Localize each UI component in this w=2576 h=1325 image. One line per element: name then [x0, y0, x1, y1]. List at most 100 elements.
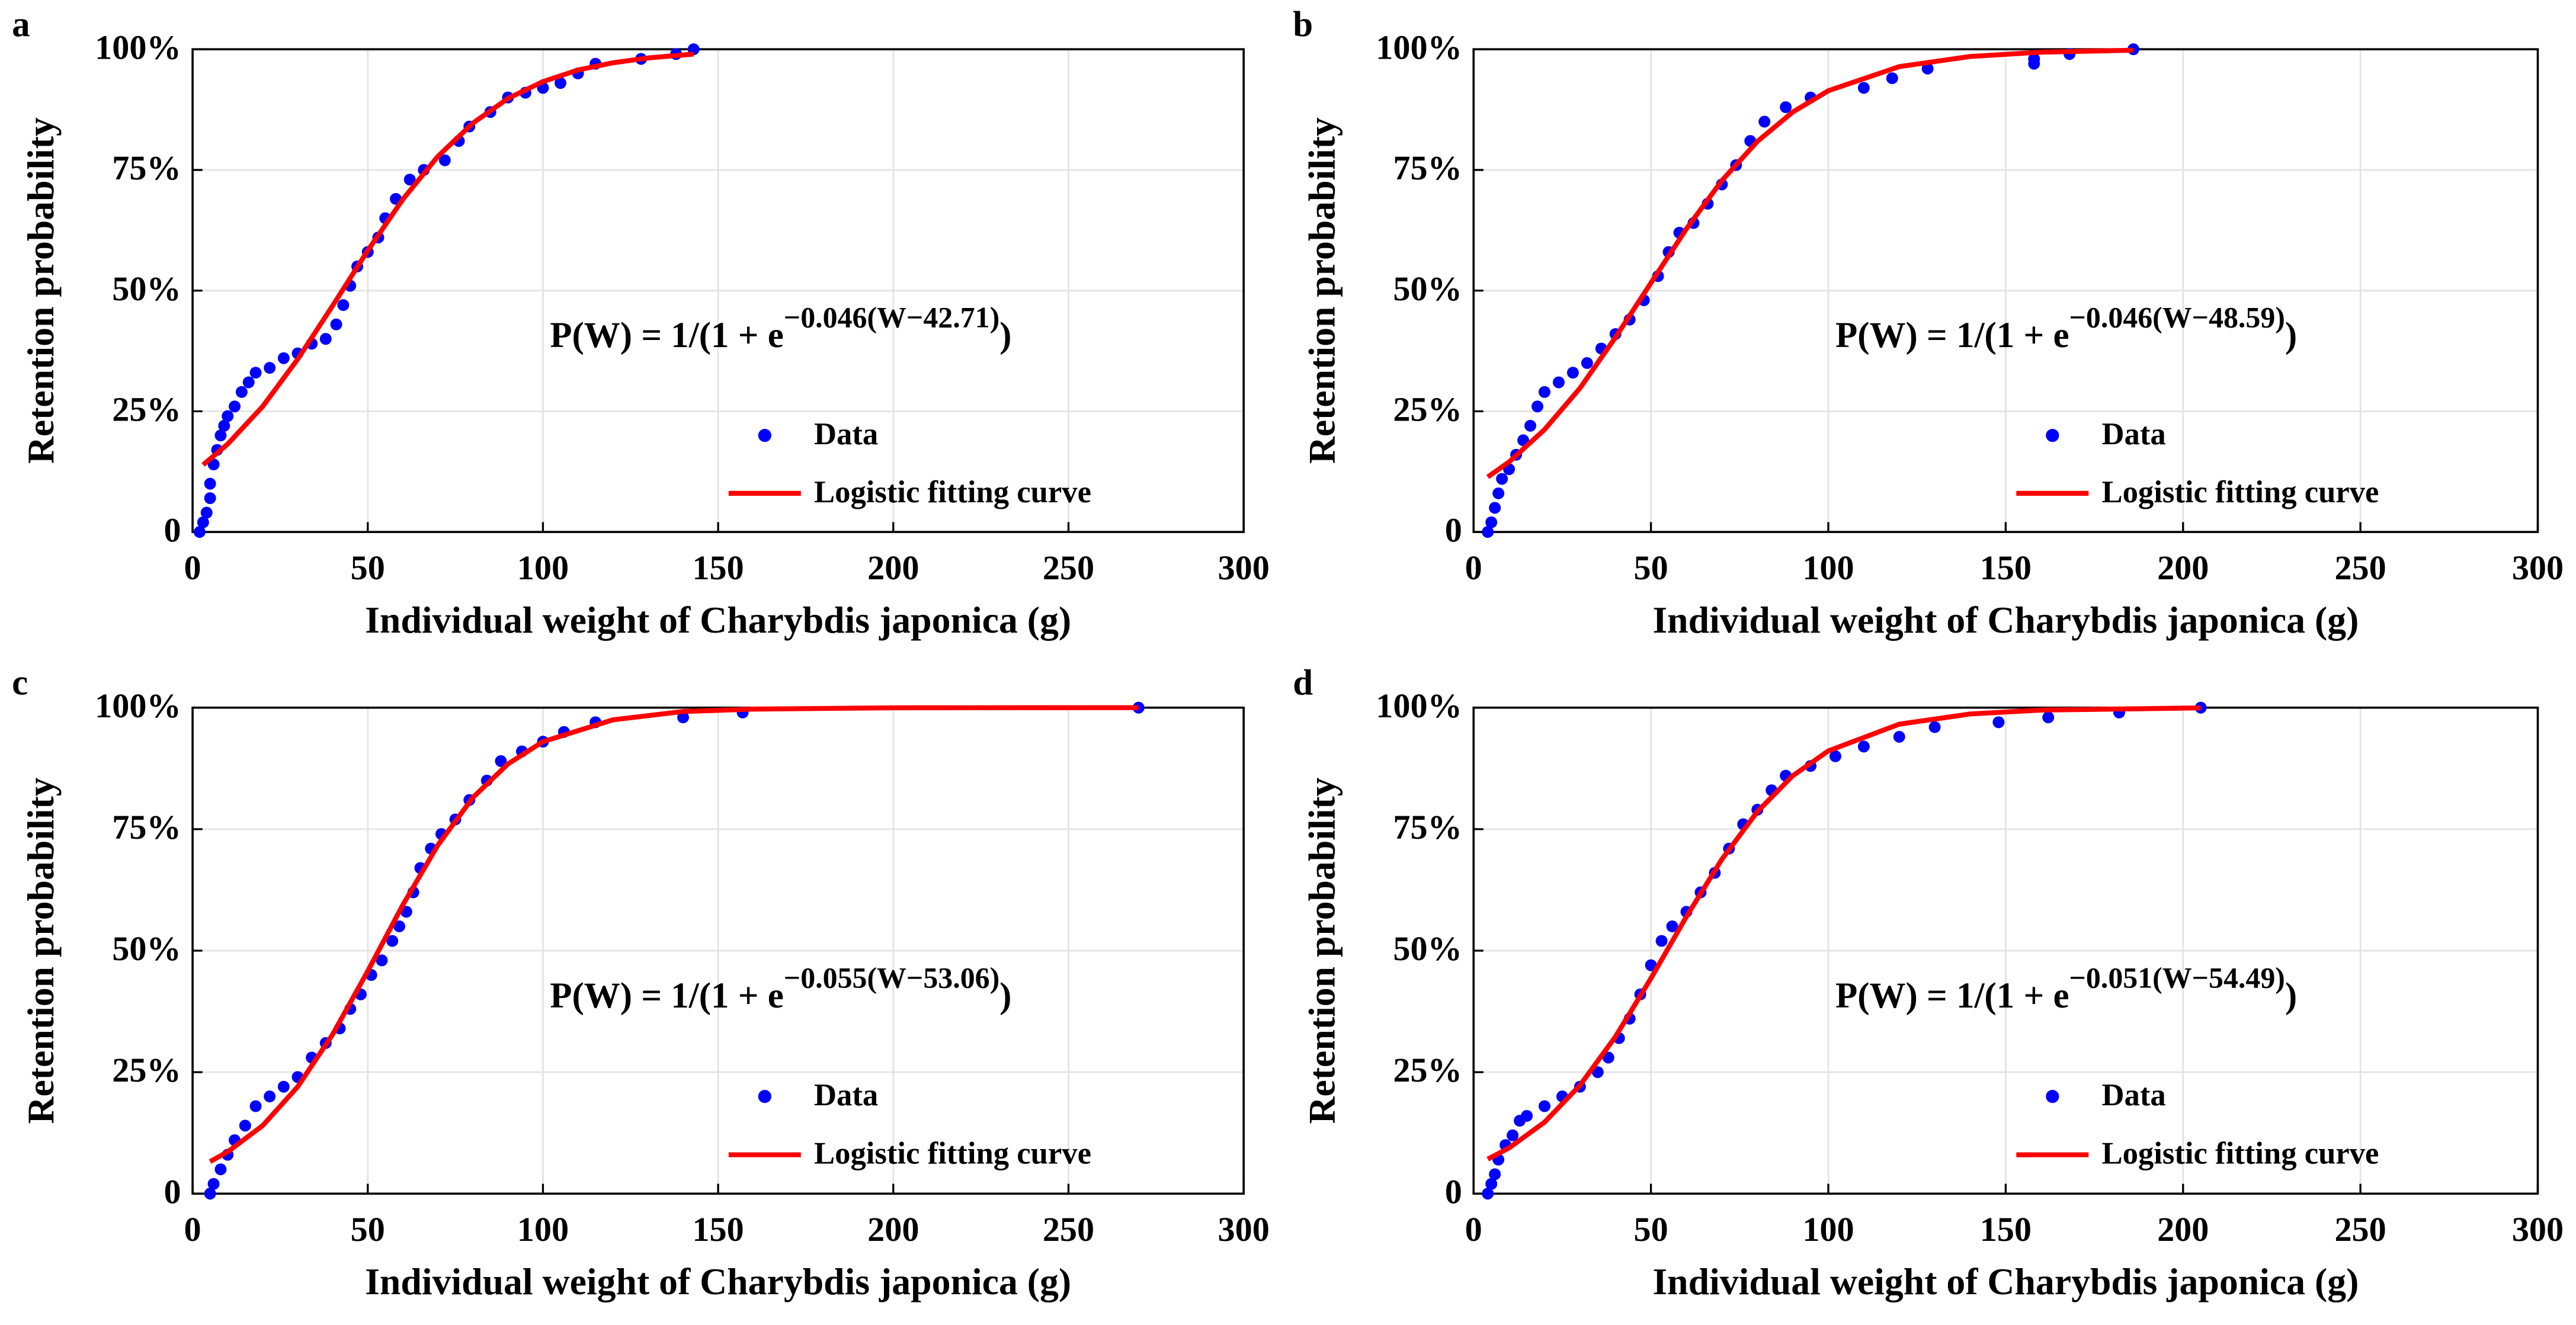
data-point [277, 352, 290, 364]
y-tick-label: 25% [112, 390, 181, 429]
x-tick-label: 50 [1634, 548, 1668, 587]
equation-exponent: −0.055(W−53.06) [784, 962, 999, 994]
data-point [1485, 516, 1498, 528]
data-point [393, 920, 405, 932]
legend-label: Data [2101, 417, 2165, 451]
data-point [1507, 1129, 1519, 1141]
data-point [386, 935, 399, 947]
y-tick-label: 0 [1445, 1172, 1462, 1211]
x-tick-label: 200 [2157, 548, 2209, 587]
x-tick-label: 50 [351, 1210, 385, 1249]
y-tick-label: 50% [1393, 929, 1462, 968]
data-point [1886, 72, 1898, 85]
subplot: 0 25% 50% 75% 100% 0 50 100 150 200 250 300 P(W) = 1… [1293, 663, 2564, 1302]
y-tick-label: 75% [112, 149, 181, 187]
data-point [555, 77, 566, 89]
data-point [204, 477, 216, 490]
data-point [1482, 526, 1494, 538]
y-tick-label: 25% [1393, 390, 1462, 429]
fit-curve [209, 705, 1139, 1164]
data-point [1485, 1178, 1498, 1190]
data-point [438, 154, 451, 166]
x-axis-label: Individual weight of Charybdis japonica … [1652, 599, 2359, 641]
subplot: 0 25% 50% 75% 100% 0 50 100 150 200 250 300 P(W) = 1… [1293, 5, 2564, 641]
x-tick-label: 250 [1043, 1210, 1094, 1249]
data-point [1521, 1109, 1533, 1122]
y-tick-label: 100% [1376, 686, 1462, 725]
equation-text: P(W) = 1/(1 + e [1835, 976, 2069, 1016]
legend-marker [758, 1090, 771, 1103]
x-tick-label: 300 [1217, 1210, 1269, 1249]
data-point [403, 174, 416, 186]
data-point [1496, 473, 1508, 485]
data-point [2042, 711, 2055, 724]
panel-label: c [12, 663, 28, 703]
y-tick-label: 100% [1376, 28, 1462, 66]
y-tick-label: 0 [164, 511, 181, 549]
subplot: 0 25% 50% 75% 100% 0 50 100 150 200 250 300 P(W) = 1… [12, 5, 1270, 641]
legend-marker [2046, 1090, 2059, 1103]
data-point [1928, 721, 1941, 733]
y-tick-label: 100% [95, 686, 181, 725]
data-point [1489, 502, 1501, 514]
data-point [1581, 357, 1593, 369]
data-point [235, 386, 248, 398]
equation-close: ) [2285, 316, 2297, 355]
data-point [1539, 386, 1550, 398]
y-tick-label: 0 [1445, 511, 1462, 549]
equation-exponent: −0.051(W−54.49) [2069, 962, 2285, 994]
data-point [264, 362, 276, 374]
x-tick-label: 50 [1634, 1210, 1668, 1249]
y-axis-label: Retention probability [1300, 117, 1343, 464]
x-axis-label: Individual weight of Charybdis japonica … [365, 1260, 1071, 1302]
y-tick-label: 50% [112, 929, 181, 968]
x-tick-label: 100 [517, 1210, 569, 1249]
data-point [204, 492, 216, 505]
data-point [1857, 82, 1870, 94]
data-point [1758, 116, 1771, 128]
x-tick-label: 150 [1980, 548, 2032, 587]
panel-label: a [12, 5, 30, 44]
x-tick-label: 200 [867, 548, 919, 587]
data-point [1992, 716, 2005, 729]
equation-exponent: −0.046(W−42.71) [784, 301, 999, 334]
panel-label: d [1293, 663, 1313, 703]
equation-close: ) [999, 316, 1011, 355]
x-tick-label: 50 [351, 548, 385, 587]
legend-label: Logistic fitting curve [2101, 475, 2379, 509]
data-point [277, 1080, 290, 1093]
data-point [242, 376, 255, 389]
axes-frame [1472, 48, 2539, 533]
data-point [1566, 367, 1579, 379]
equation-close: ) [2285, 976, 2297, 1016]
legend-label: Data [814, 417, 878, 451]
y-tick-label: 75% [1393, 149, 1462, 187]
legend-label: Logistic fitting curve [814, 1136, 1091, 1170]
data-point [2028, 53, 2040, 65]
data-point [207, 1178, 220, 1190]
data-point [1539, 1100, 1550, 1112]
data-point [330, 318, 342, 331]
data-point [1857, 740, 1870, 753]
data-point [249, 1100, 262, 1112]
equation: P(W) = 1/(1 + e−0.046(W−48.59)) [1835, 301, 2297, 355]
x-axis-label: Individual weight of Charybdis japonica … [365, 599, 1071, 641]
y-tick-label: 50% [1393, 270, 1462, 308]
data-point [677, 711, 689, 724]
data-point [264, 1090, 276, 1103]
equation-text: P(W) = 1/(1 + e [550, 316, 784, 355]
fit-curve [1486, 47, 2133, 479]
x-tick-label: 100 [1802, 1210, 1854, 1249]
data-point [204, 1188, 216, 1200]
y-tick-label: 100% [95, 28, 181, 66]
x-tick-label: 300 [2512, 1210, 2564, 1249]
x-axis-label: Individual weight of Charybdis japonica … [1652, 1260, 2359, 1302]
x-tick-label: 250 [2334, 1210, 2386, 1249]
x-tick-label: 300 [1217, 548, 1269, 587]
data-point [1531, 400, 1543, 413]
x-tick-label: 300 [2512, 548, 2564, 587]
y-axis-label: Retention probability [20, 777, 62, 1124]
y-tick-label: 0 [164, 1172, 181, 1211]
subplot: 0 25% 50% 75% 100% 0 50 100 150 200 250 300 P(W) = 1… [12, 663, 1270, 1302]
legend-label: Logistic fitting curve [2101, 1136, 2379, 1170]
